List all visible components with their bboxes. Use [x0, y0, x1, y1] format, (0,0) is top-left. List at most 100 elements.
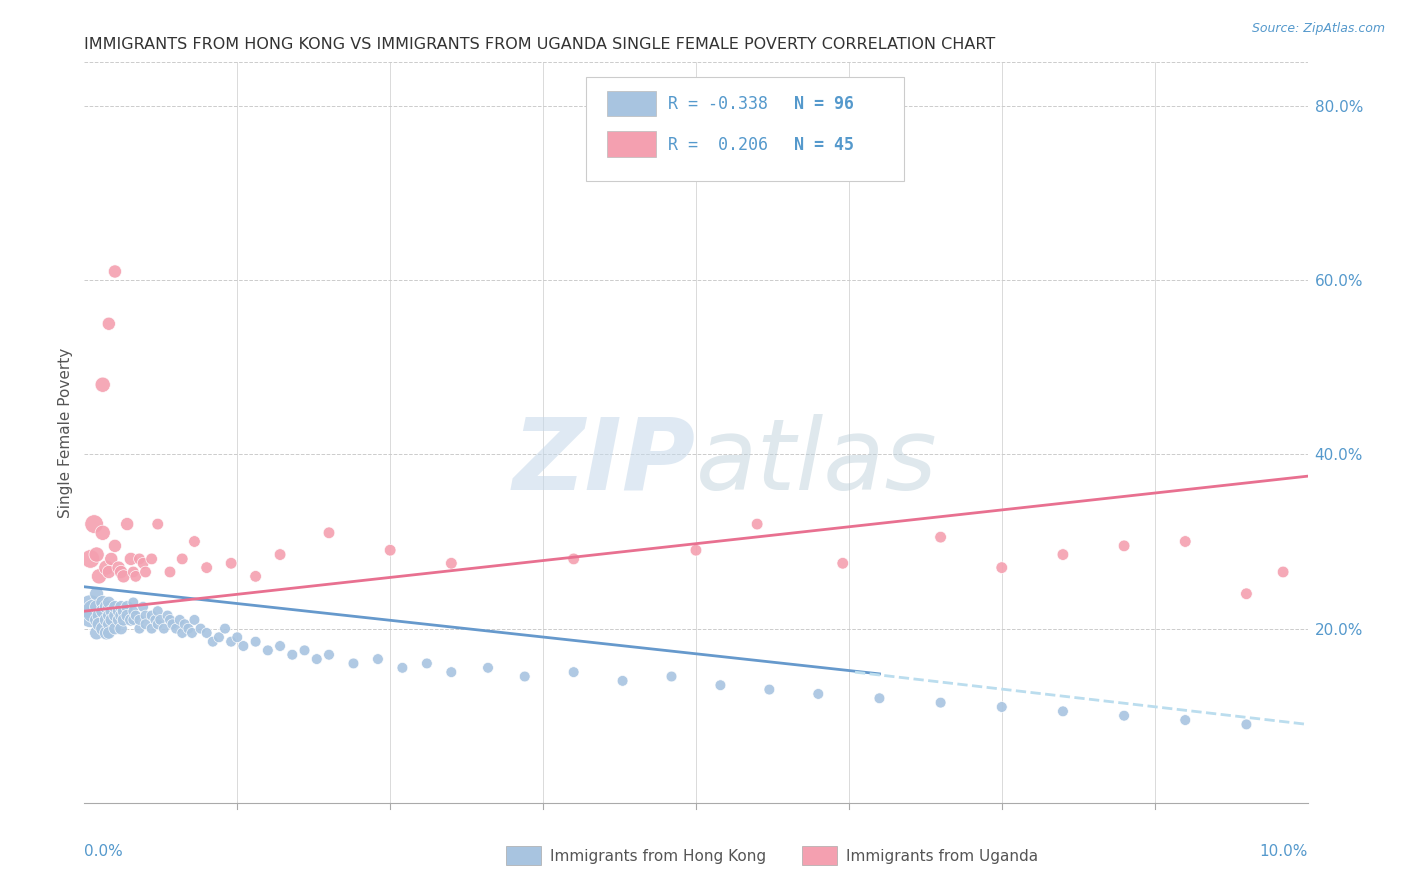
- Point: [440, 556, 463, 570]
- Point: [100, 552, 122, 566]
- FancyBboxPatch shape: [606, 91, 655, 117]
- Point: [141, 552, 163, 566]
- Point: [112, 569, 135, 583]
- Point: [135, 617, 157, 632]
- Point: [159, 565, 181, 579]
- Point: [1174, 713, 1197, 727]
- Point: [91, 525, 114, 540]
- FancyBboxPatch shape: [803, 847, 837, 865]
- Point: [110, 599, 132, 614]
- Point: [562, 665, 585, 680]
- Point: [91, 604, 114, 618]
- Point: [97, 565, 120, 579]
- Point: [146, 604, 169, 618]
- Point: [305, 652, 328, 666]
- Text: 0.0%: 0.0%: [84, 844, 124, 858]
- Point: [112, 613, 135, 627]
- Point: [97, 595, 120, 609]
- Point: [172, 552, 194, 566]
- Text: atlas: atlas: [696, 414, 938, 511]
- Point: [120, 552, 142, 566]
- Point: [342, 657, 364, 671]
- Point: [183, 534, 205, 549]
- Point: [172, 626, 194, 640]
- Text: Immigrants from Uganda: Immigrants from Uganda: [846, 849, 1039, 864]
- Point: [132, 556, 155, 570]
- Point: [96, 626, 118, 640]
- Point: [79, 552, 101, 566]
- Point: [86, 599, 108, 614]
- Point: [929, 530, 952, 544]
- Point: [747, 517, 769, 532]
- Point: [159, 613, 181, 627]
- Point: [929, 696, 952, 710]
- Text: N = 45: N = 45: [794, 136, 853, 153]
- Point: [128, 613, 150, 627]
- Point: [181, 626, 204, 640]
- Point: [83, 517, 105, 532]
- Point: [86, 626, 108, 640]
- Point: [758, 682, 780, 697]
- FancyBboxPatch shape: [506, 847, 541, 865]
- Point: [96, 560, 118, 574]
- Point: [562, 552, 585, 566]
- Point: [143, 613, 166, 627]
- Point: [110, 565, 132, 579]
- FancyBboxPatch shape: [586, 78, 904, 181]
- Point: [115, 517, 138, 532]
- Point: [79, 608, 101, 623]
- Point: [97, 626, 120, 640]
- Point: [214, 622, 236, 636]
- Point: [177, 622, 200, 636]
- FancyBboxPatch shape: [606, 131, 655, 157]
- Point: [232, 639, 254, 653]
- Point: [380, 543, 402, 558]
- Point: [91, 595, 114, 609]
- Point: [122, 604, 145, 618]
- Point: [294, 643, 316, 657]
- Point: [477, 661, 499, 675]
- Point: [107, 613, 129, 627]
- Point: [208, 630, 231, 644]
- Point: [135, 608, 157, 623]
- Point: [146, 517, 169, 532]
- Point: [173, 617, 195, 632]
- Point: [149, 613, 172, 627]
- Point: [1114, 539, 1136, 553]
- Point: [104, 622, 127, 636]
- Point: [132, 599, 155, 614]
- Point: [318, 648, 340, 662]
- Point: [86, 613, 108, 627]
- Point: [807, 687, 830, 701]
- Point: [104, 608, 127, 623]
- Point: [156, 608, 179, 623]
- Point: [219, 556, 242, 570]
- Point: [120, 613, 142, 627]
- Point: [1052, 704, 1074, 718]
- Point: [195, 626, 218, 640]
- Point: [367, 652, 389, 666]
- Point: [245, 569, 267, 583]
- Point: [165, 622, 187, 636]
- Text: 10.0%: 10.0%: [1260, 844, 1308, 858]
- Text: Source: ZipAtlas.com: Source: ZipAtlas.com: [1251, 22, 1385, 36]
- Point: [96, 599, 118, 614]
- Point: [122, 595, 145, 609]
- Point: [122, 613, 145, 627]
- Point: [91, 622, 114, 636]
- Point: [169, 613, 191, 627]
- Point: [100, 613, 122, 627]
- Point: [87, 617, 110, 632]
- Y-axis label: Single Female Poverty: Single Female Poverty: [58, 348, 73, 517]
- Point: [1174, 534, 1197, 549]
- Point: [1052, 548, 1074, 562]
- Point: [245, 634, 267, 648]
- Point: [685, 543, 707, 558]
- Point: [257, 643, 280, 657]
- Point: [104, 539, 127, 553]
- Point: [1236, 717, 1258, 731]
- Point: [226, 630, 249, 644]
- Point: [201, 634, 224, 648]
- Point: [612, 673, 634, 688]
- Point: [79, 599, 101, 614]
